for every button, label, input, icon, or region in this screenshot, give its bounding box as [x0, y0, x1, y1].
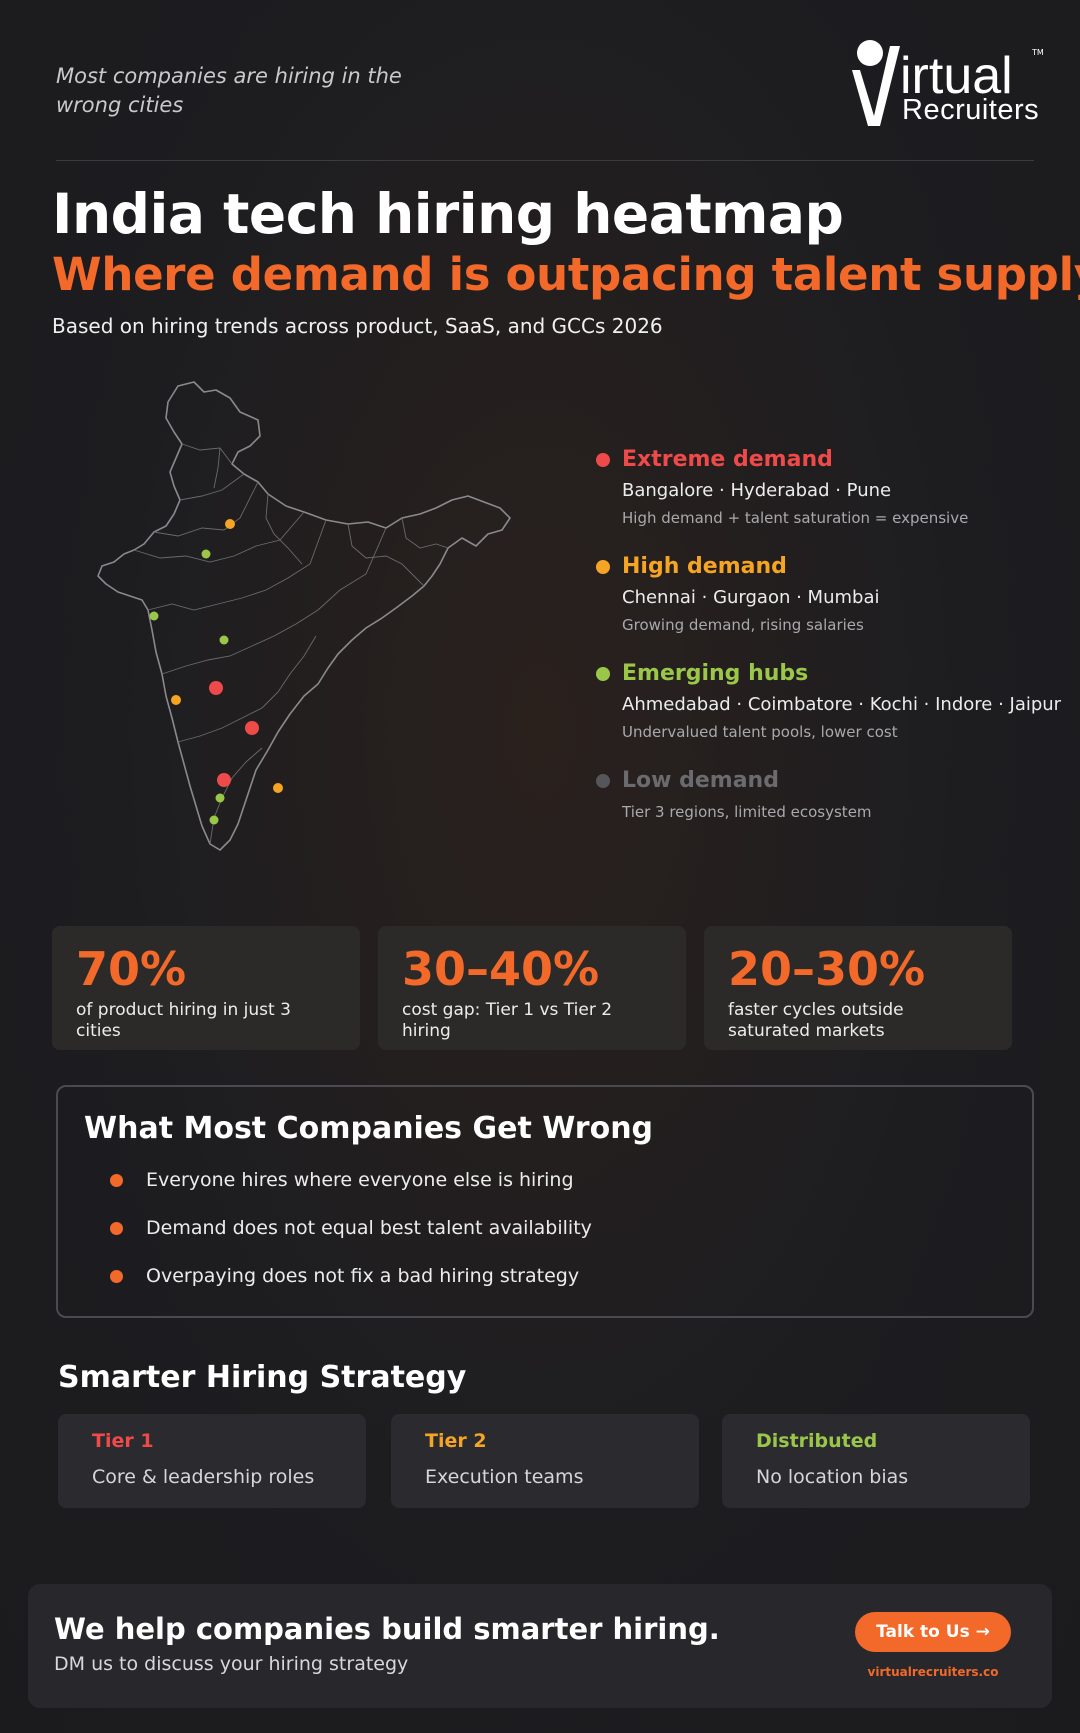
tier-name: Distributed: [756, 1430, 878, 1452]
legend-cities: Bangalore · Hyderabad · Pune: [622, 480, 892, 501]
logo-sub: Recruiters: [902, 94, 1040, 126]
legend-note: Undervalued talent pools, lower cost: [622, 723, 898, 741]
legend-item-high: High demand Chennai · Gurgaon · Mumbai G…: [596, 553, 1056, 634]
cta-subtitle: DM us to discuss your hiring strategy: [54, 1653, 409, 1675]
legend-title: High demand: [622, 554, 787, 579]
tier-card: Tier 1 Core & leadership roles: [58, 1414, 366, 1508]
marker-kochi: [209, 815, 219, 825]
mistakes-title: What Most Companies Get Wrong: [84, 1111, 654, 1146]
stat-value: 30–40%: [402, 942, 600, 996]
mistake-text: Demand does not equal best talent availa…: [146, 1217, 592, 1239]
stat-label: of product hiring in just 3 cities: [76, 1000, 291, 1041]
marker-hyderabad: [245, 721, 259, 735]
tier-desc: Core & leadership roles: [92, 1466, 315, 1488]
tier-name: Tier 1: [92, 1430, 154, 1452]
tier-name: Tier 2: [425, 1430, 487, 1452]
stat-label: faster cycles outside saturated markets: [728, 1000, 904, 1041]
page-subtitle: Where demand is outpacing talent supply: [52, 248, 1080, 301]
talk-to-us-button[interactable]: Talk to Us →: [855, 1612, 1011, 1652]
legend-title: Extreme demand: [622, 447, 833, 472]
bullet-icon: [110, 1222, 123, 1235]
virtual-recruiters-logo: irtual TM Recruiters: [850, 36, 1050, 131]
high-dot-icon: [596, 560, 610, 574]
legend-cities: Ahmedabad · Coimbatore · Kochi · Indore …: [622, 694, 1062, 715]
legend-cities: Chennai · Gurgaon · Mumbai: [622, 587, 880, 608]
marker-mumbai: [171, 695, 181, 705]
marker-bangalore: [217, 773, 231, 787]
india-heatmap: [97, 381, 511, 851]
state-borders: [133, 443, 449, 845]
india-outline: [97, 381, 511, 851]
tier-card: Distributed No location bias: [722, 1414, 1030, 1508]
header-divider: [56, 160, 1034, 161]
mistake-text: Overpaying does not fix a bad hiring str…: [146, 1265, 580, 1287]
list-item: Demand does not equal best talent availa…: [84, 1216, 1006, 1264]
city-markers: [149, 519, 283, 825]
mistakes-list: Everyone hires where everyone else is hi…: [84, 1168, 1006, 1312]
tier-card: Tier 2 Execution teams: [391, 1414, 699, 1508]
stat-card: 30–40% cost gap: Tier 1 vs Tier 2 hiring: [378, 926, 686, 1050]
cta-title: We help companies build smarter hiring.: [54, 1612, 720, 1646]
marker-jaipur: [201, 549, 211, 559]
stat-value: 20–30%: [728, 942, 926, 996]
legend-title: Low demand: [622, 768, 779, 793]
legend-note: High demand + talent saturation = expens…: [622, 509, 969, 527]
tier-desc: Execution teams: [425, 1466, 584, 1488]
strategy-title: Smarter Hiring Strategy: [58, 1360, 467, 1395]
mistakes-box: What Most Companies Get Wrong Everyone h…: [56, 1085, 1034, 1318]
marker-coimbatore: [215, 793, 225, 803]
marker-ahmedabad: [149, 611, 159, 621]
data-basis: Based on hiring trends across product, S…: [52, 314, 663, 338]
stat-card: 70% of product hiring in just 3 cities: [52, 926, 360, 1050]
list-item: Everyone hires where everyone else is hi…: [84, 1168, 1006, 1216]
stat-value: 70%: [76, 942, 187, 996]
legend-item-extreme: Extreme demand Bangalore · Hyderabad · P…: [596, 446, 1056, 527]
marker-gurgaon: [225, 519, 235, 529]
low-dot-icon: [596, 774, 610, 788]
bullet-icon: [110, 1174, 123, 1187]
stat-card: 20–30% faster cycles outside saturated m…: [704, 926, 1012, 1050]
stat-label: cost gap: Tier 1 vs Tier 2 hiring: [402, 1000, 613, 1041]
legend-note: Tier 3 regions, limited ecosystem: [622, 803, 872, 821]
website-link[interactable]: virtualrecruiters.co: [867, 1665, 999, 1679]
logo-tm: TM: [1032, 48, 1044, 57]
mistake-text: Everyone hires where everyone else is hi…: [146, 1169, 574, 1191]
legend-title: Emerging hubs: [622, 661, 809, 686]
bullet-icon: [110, 1270, 123, 1283]
legend-item-emerging: Emerging hubs Ahmedabad · Coimbatore · K…: [596, 660, 1062, 741]
legend-note: Growing demand, rising salaries: [622, 616, 864, 634]
logo-brand: irtual: [900, 47, 1013, 105]
logo-person-icon: [852, 40, 900, 126]
tagline: Most companies are hiring in the wrong c…: [56, 64, 402, 117]
extreme-dot-icon: [596, 453, 610, 467]
marker-pune: [209, 681, 223, 695]
heatmap-legend: Extreme demand Bangalore · Hyderabad · P…: [596, 446, 1062, 847]
marker-chennai: [273, 783, 283, 793]
emerging-dot-icon: [596, 667, 610, 681]
marker-indore: [219, 635, 229, 645]
legend-item-low: Low demand Tier 3 regions, limited ecosy…: [596, 767, 1056, 821]
page-title: India tech hiring heatmap: [52, 182, 844, 246]
tier-desc: No location bias: [756, 1466, 909, 1488]
list-item: Overpaying does not fix a bad hiring str…: [84, 1264, 1006, 1312]
